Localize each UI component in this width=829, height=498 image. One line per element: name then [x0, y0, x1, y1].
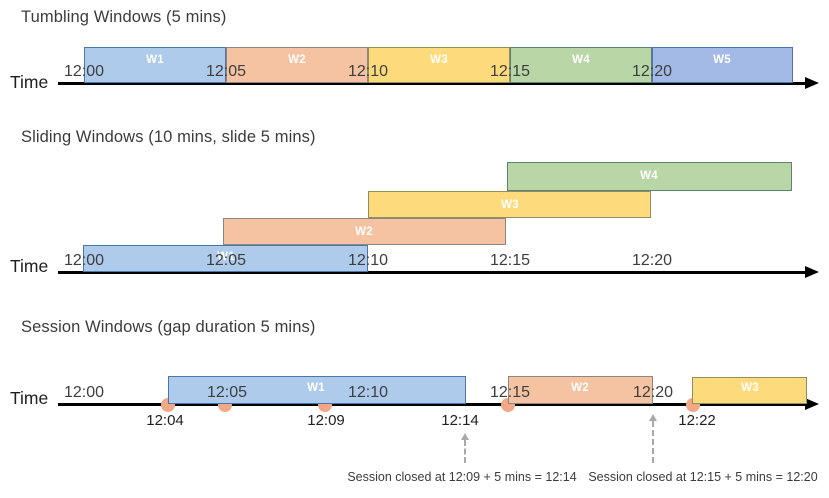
axis-arrow-icon	[805, 77, 819, 89]
axis-arrow-icon	[805, 266, 819, 278]
time-axis-label: Time	[10, 256, 49, 276]
window-label: W2	[355, 226, 373, 238]
tick-label: 12:05	[206, 384, 248, 401]
session-window-w1	[168, 376, 466, 404]
window-label: W3	[430, 54, 448, 66]
sliding-section-title: Sliding Windows (10 mins, slide 5 mins)	[21, 128, 316, 146]
tick-label: 12:05	[205, 63, 247, 80]
time-axis-label: Time	[10, 72, 49, 92]
tick-label: 12:15	[489, 252, 531, 269]
axis-arrow-icon	[805, 398, 819, 410]
tick-label: 12:00	[63, 252, 105, 269]
tick-label: 12:05	[205, 252, 247, 269]
session-close-annotation: Session closed at 12:09 + 5 mins = 12:14	[347, 470, 577, 484]
sliding-window-w2	[223, 218, 506, 245]
tick-label: 12:15	[489, 63, 531, 80]
session-section-title: Session Windows (gap duration 5 mins)	[21, 318, 316, 336]
window-label: W3	[501, 199, 519, 211]
window-label: W4	[572, 54, 590, 66]
event-time-label: 12:04	[146, 412, 184, 429]
tumbling-window-w3	[368, 47, 510, 83]
arrow-head-icon	[461, 433, 469, 440]
sliding-window-w1	[83, 245, 368, 272]
session-close-annotation: Session closed at 12:15 + 5 mins = 12:20	[588, 470, 818, 484]
tumbling-section-title: Tumbling Windows (5 mins)	[21, 8, 227, 26]
tumbling-window-w2	[226, 47, 368, 83]
dashed-up-arrow-icon	[649, 414, 657, 463]
time-axis-line	[58, 271, 806, 274]
sliding-window-w4	[507, 162, 792, 191]
tick-label: 12:20	[632, 384, 674, 401]
time-axis-label: Time	[10, 388, 49, 408]
window-label: W1	[146, 54, 164, 66]
tick-label: 12:15	[489, 384, 531, 401]
tumbling-window-w5	[652, 47, 793, 83]
event-time-label: 12:22	[678, 412, 716, 429]
tick-label: 12:20	[631, 63, 673, 80]
tick-label: 12:20	[631, 252, 673, 269]
session-window-w3	[692, 377, 807, 404]
window-label: W3	[741, 382, 759, 394]
tumbling-window-w4	[510, 47, 652, 83]
tick-label: 12:10	[347, 63, 389, 80]
tick-label: 12:10	[347, 252, 389, 269]
event-time-label: 12:14	[441, 412, 479, 429]
arrow-head-icon	[649, 414, 657, 421]
window-label: W2	[288, 54, 306, 66]
tick-label: 12:10	[347, 384, 389, 401]
sliding-window-w3	[368, 191, 651, 218]
window-label: W2	[571, 382, 589, 394]
window-label: W1	[307, 382, 325, 394]
time-axis-line	[58, 403, 806, 406]
tick-label: 12:00	[63, 63, 105, 80]
tick-label: 12:00	[63, 384, 105, 401]
window-label: W5	[713, 54, 731, 66]
window-label: W1	[217, 251, 235, 263]
time-axis-line	[58, 82, 806, 85]
tumbling-window-w1	[84, 47, 226, 83]
event-time-label: 12:09	[307, 412, 345, 429]
window-label: W4	[640, 170, 658, 182]
session-window-w2	[508, 376, 653, 404]
dashed-up-arrow-icon	[461, 433, 469, 463]
